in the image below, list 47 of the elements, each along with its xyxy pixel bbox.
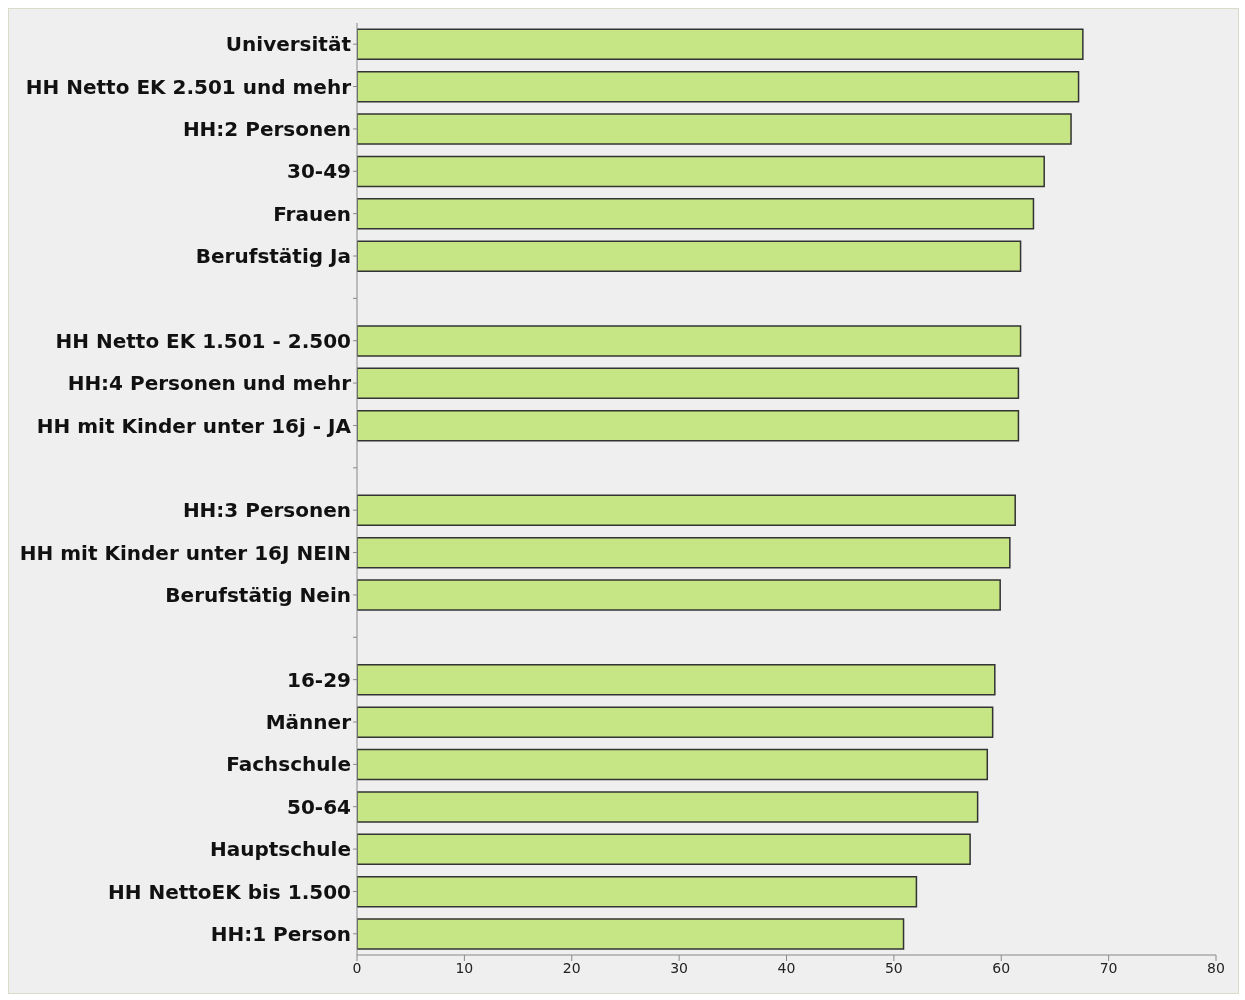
x-tick-label: 60 bbox=[992, 959, 1011, 976]
bar bbox=[357, 367, 1020, 400]
bar bbox=[357, 240, 1022, 272]
y-tick-label: HH:2 Personen bbox=[182, 117, 351, 142]
y-tick-label: Frauen bbox=[273, 201, 351, 226]
bar bbox=[357, 791, 979, 823]
x-tick-label: 0 bbox=[352, 959, 362, 976]
y-tick-label: Fachschule bbox=[226, 752, 351, 777]
bar bbox=[357, 155, 1045, 188]
y-tick-label: HH Netto EK 1.501 - 2.500 bbox=[55, 328, 351, 353]
x-tick-label: 50 bbox=[884, 959, 903, 976]
y-tick-label: Männer bbox=[265, 710, 352, 735]
bar bbox=[357, 918, 905, 950]
bar bbox=[357, 198, 1035, 230]
bar bbox=[357, 664, 996, 696]
bar bbox=[357, 113, 1072, 145]
bar bbox=[357, 833, 971, 866]
bar bbox=[357, 409, 1020, 442]
y-tick-label: HH mit Kinder unter 16j - JA bbox=[36, 413, 352, 438]
y-tick-label: Berufstätig Nein bbox=[165, 583, 351, 608]
y-tick-label: HH:4 Personen und mehr bbox=[67, 371, 352, 396]
bar bbox=[357, 70, 1080, 103]
y-tick-label: HH Netto EK 2.501 und mehr bbox=[25, 74, 352, 99]
bar bbox=[357, 875, 918, 908]
y-tick-label: HH:1 Person bbox=[210, 921, 351, 946]
x-tick-label: 70 bbox=[1099, 959, 1118, 976]
x-tick-label: 40 bbox=[777, 959, 796, 976]
x-tick-label: 10 bbox=[455, 959, 474, 976]
y-tick-label: HH mit Kinder unter 16J NEIN bbox=[19, 540, 351, 565]
y-tick-label: 50-64 bbox=[287, 794, 351, 819]
bar bbox=[357, 28, 1084, 61]
y-tick-label: 16-29 bbox=[287, 667, 351, 692]
x-tick-label: 80 bbox=[1207, 959, 1225, 976]
bar bbox=[357, 706, 994, 738]
bar bbox=[357, 748, 989, 781]
y-tick-label: Hauptschule bbox=[209, 837, 351, 862]
y-tick-label: Universität bbox=[225, 32, 352, 57]
bar bbox=[357, 325, 1022, 357]
bar bbox=[357, 536, 1011, 569]
y-tick-label: 30-49 bbox=[287, 159, 351, 184]
x-tick-label: 20 bbox=[562, 959, 581, 976]
x-tick-label: 30 bbox=[670, 959, 689, 976]
y-tick-label: HH NettoEK bis 1.500 bbox=[107, 879, 351, 904]
bar bbox=[357, 494, 1016, 527]
y-tick-label: HH:3 Personen bbox=[182, 498, 351, 523]
bar bbox=[357, 579, 1001, 611]
y-tick-label: Berufstätig Ja bbox=[195, 244, 351, 269]
